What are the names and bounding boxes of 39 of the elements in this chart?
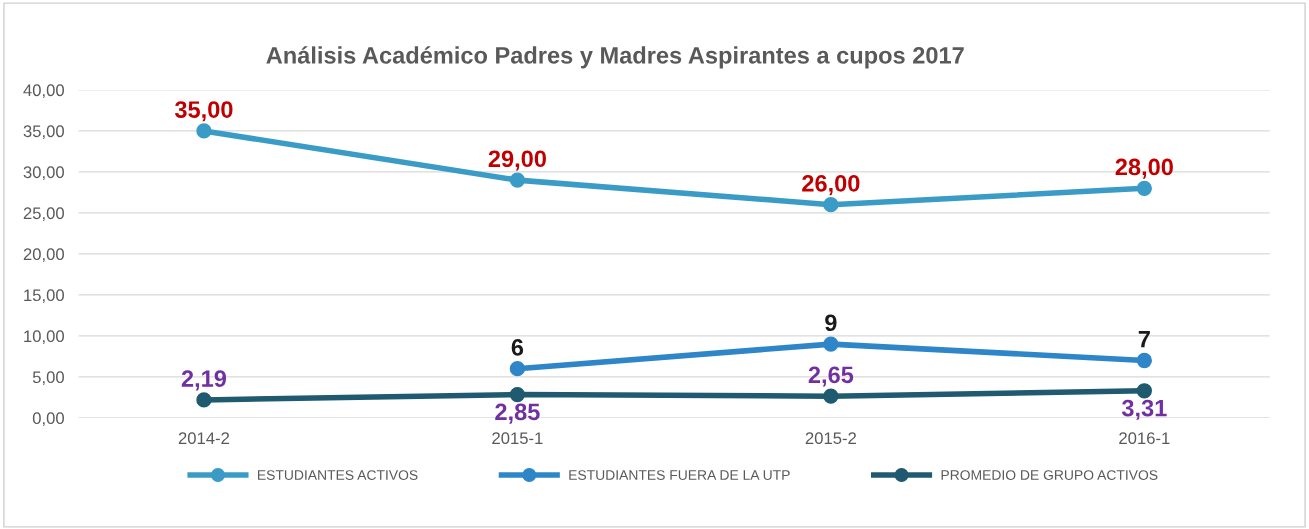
- data-label: 26,00: [802, 175, 860, 196]
- chart-title: Análisis Académico Padres y Madres Aspirantes a cupos 2017: [266, 46, 964, 69]
- y-tick-label: 20,00: [23, 248, 64, 263]
- legend-label: PROMEDIO DE GRUPO ACTIVOS: [941, 470, 1158, 480]
- point: [509, 172, 526, 188]
- y-tick-label: 10,00: [24, 330, 64, 345]
- data-label: 35,00: [174, 101, 233, 122]
- point: [1136, 180, 1152, 196]
- x-tick-label: 2014-2: [178, 432, 230, 445]
- y-tick-label: 5,00: [32, 371, 64, 386]
- y-tick-label: 35,00: [23, 125, 64, 140]
- point: [823, 388, 839, 404]
- data-label: 9: [825, 314, 837, 332]
- x-tick-label: 2015-1: [492, 432, 543, 445]
- data-label: 2,85: [495, 403, 540, 424]
- point: [196, 123, 212, 139]
- data-label: 2,19: [181, 370, 227, 391]
- y-tick-label: 25,00: [23, 207, 64, 222]
- x-tick-label: 2016-1: [1119, 432, 1170, 445]
- y-tick-label: 15,00: [24, 289, 64, 304]
- data-label: 2,65: [808, 366, 854, 387]
- y-tick-label: 40,00: [23, 84, 64, 99]
- y-tick-label: 30,00: [23, 166, 64, 181]
- point: [196, 392, 212, 408]
- point: [823, 336, 839, 352]
- point: [509, 386, 526, 403]
- y-tick-label: 0,00: [32, 412, 64, 427]
- data-label: 3,31: [1121, 399, 1167, 420]
- legend-label: ESTUDIANTES FUERA DE LA UTP: [569, 470, 790, 480]
- data-label: 7: [1138, 331, 1150, 348]
- legend-label: ESTUDIANTES ACTIVOS: [258, 470, 418, 480]
- data-label: 6: [511, 338, 524, 356]
- point: [1136, 352, 1152, 369]
- data-label: 28,00: [1115, 158, 1173, 179]
- point: [1136, 383, 1152, 399]
- point: [509, 361, 526, 377]
- data-label: 29,00: [488, 150, 546, 171]
- point: [823, 197, 839, 213]
- x-tick-label: 2015-2: [805, 432, 856, 445]
